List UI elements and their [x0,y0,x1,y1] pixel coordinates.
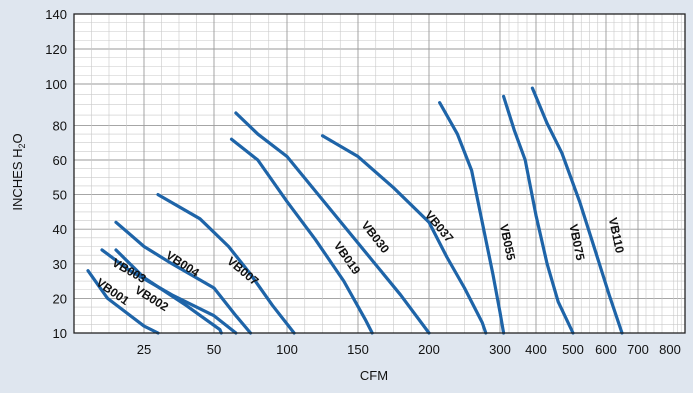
y-tick-label: 140 [45,7,67,22]
x-tick-label: 300 [489,342,511,357]
x-tick-label: 50 [207,342,221,357]
curve-vb001 [86,269,160,335]
curve-vb055 [438,101,506,335]
x-tick-label: 500 [562,342,584,357]
curve-vb110 [530,86,624,335]
x-tick-label: 25 [137,342,151,357]
curve-vb004 [114,220,253,335]
y-axis-label: INCHES H2O [10,133,27,210]
y-tick-label: 100 [45,77,67,92]
y-tick-label: 30 [53,257,67,272]
y-tick-label: 60 [53,153,67,168]
x-tick-label: 800 [659,342,681,357]
curve-vb002 [114,248,223,335]
y-tick-label: 10 [53,326,67,341]
x-tick-label: 100 [276,342,298,357]
curve-vb003 [100,248,238,335]
curve-vb075 [502,94,575,335]
x-tick-label: 200 [418,342,440,357]
y-tick-label: 120 [45,42,67,57]
y-tick-label: 80 [53,118,67,133]
grid [74,14,685,333]
curve-vb019 [229,137,374,335]
x-tick-label: 400 [525,342,547,357]
y-tick-label: 50 [53,188,67,203]
curve-vb030 [234,111,431,335]
x-tick-label: 600 [595,342,617,357]
y-tick-label: 20 [53,291,67,306]
performance-curves [86,86,624,335]
x-axis-label: CFM [360,368,388,383]
curve-vb037 [320,134,488,335]
y-axis-label-tail: O [10,133,25,143]
plot-frame [73,13,686,334]
y-axis-label-main: INCHES H [10,149,25,211]
x-axis-ticks: 25 50 100 150 200 300 400 500 600 700 800 [137,342,681,357]
x-tick-label: 700 [627,342,649,357]
y-axis-ticks: 140 120 100 80 60 50 40 30 20 10 [45,7,67,341]
curve-vb007 [156,193,296,335]
y-axis-label-subscript: 2 [17,143,27,148]
x-tick-label: 150 [347,342,369,357]
y-tick-label: 40 [53,222,67,237]
